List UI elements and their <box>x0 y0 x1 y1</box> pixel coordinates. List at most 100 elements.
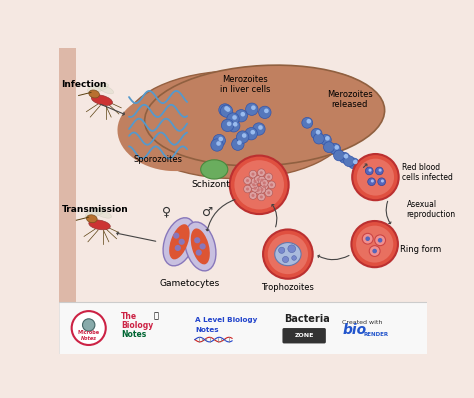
Circle shape <box>244 185 251 193</box>
Circle shape <box>246 179 249 182</box>
Circle shape <box>348 158 359 169</box>
Text: 🧬: 🧬 <box>154 312 159 321</box>
Circle shape <box>381 181 385 186</box>
Circle shape <box>365 236 370 241</box>
Circle shape <box>270 183 273 186</box>
Circle shape <box>302 117 313 128</box>
Circle shape <box>362 167 367 172</box>
Circle shape <box>330 144 341 154</box>
Circle shape <box>250 130 255 135</box>
Circle shape <box>258 185 266 193</box>
Circle shape <box>320 135 331 145</box>
Circle shape <box>311 129 322 139</box>
Circle shape <box>260 183 268 191</box>
Circle shape <box>373 249 377 254</box>
Circle shape <box>196 250 202 256</box>
Circle shape <box>344 154 348 158</box>
Text: Asexual
reproduction: Asexual reproduction <box>406 200 456 219</box>
Circle shape <box>221 119 234 131</box>
Ellipse shape <box>89 220 110 230</box>
Circle shape <box>381 179 384 183</box>
Text: ♀: ♀ <box>162 206 171 219</box>
Circle shape <box>369 246 380 256</box>
Circle shape <box>365 167 373 175</box>
Text: Notes: Notes <box>121 330 146 339</box>
Circle shape <box>325 136 330 140</box>
Circle shape <box>228 120 240 132</box>
Circle shape <box>194 237 201 243</box>
Circle shape <box>374 235 385 246</box>
Circle shape <box>249 170 257 178</box>
Circle shape <box>372 173 376 178</box>
Ellipse shape <box>91 95 112 105</box>
Ellipse shape <box>86 215 97 222</box>
Circle shape <box>362 233 373 244</box>
Circle shape <box>279 247 285 254</box>
Ellipse shape <box>125 71 350 179</box>
Circle shape <box>367 171 378 182</box>
Circle shape <box>258 176 266 184</box>
Circle shape <box>334 150 345 161</box>
Ellipse shape <box>163 218 196 266</box>
Circle shape <box>237 131 249 143</box>
Circle shape <box>324 142 334 152</box>
Circle shape <box>251 194 255 197</box>
Circle shape <box>245 128 257 140</box>
Text: Trophozoites: Trophozoites <box>262 283 314 292</box>
Circle shape <box>251 184 259 192</box>
Circle shape <box>339 152 350 163</box>
Circle shape <box>263 230 313 279</box>
Circle shape <box>379 169 382 172</box>
Text: RENDER: RENDER <box>364 332 389 337</box>
Circle shape <box>233 122 237 127</box>
Circle shape <box>254 180 256 183</box>
Text: Infection: Infection <box>62 80 107 89</box>
Text: Transmission: Transmission <box>62 205 128 214</box>
Circle shape <box>352 154 399 200</box>
Circle shape <box>211 139 223 151</box>
Circle shape <box>260 179 268 187</box>
Circle shape <box>235 160 284 209</box>
Circle shape <box>307 119 311 123</box>
Circle shape <box>242 133 246 138</box>
Ellipse shape <box>98 85 114 94</box>
Circle shape <box>265 189 273 197</box>
Circle shape <box>260 188 264 191</box>
Circle shape <box>255 186 262 194</box>
Circle shape <box>316 130 320 135</box>
Text: ♂: ♂ <box>202 206 214 219</box>
Circle shape <box>253 123 265 135</box>
Text: Biology: Biology <box>121 321 154 330</box>
Circle shape <box>246 103 258 115</box>
Ellipse shape <box>222 70 376 156</box>
Text: Notes: Notes <box>81 336 97 341</box>
Circle shape <box>288 245 296 253</box>
Circle shape <box>371 179 374 183</box>
Text: Ring form: Ring form <box>400 245 441 254</box>
Circle shape <box>251 105 255 110</box>
Ellipse shape <box>118 94 226 171</box>
Ellipse shape <box>185 222 216 271</box>
Text: Red blood
cells infected: Red blood cells infected <box>402 163 453 182</box>
Circle shape <box>357 166 368 176</box>
Text: Microbe: Microbe <box>78 330 100 335</box>
Circle shape <box>244 177 251 184</box>
Text: A Level Biology: A Level Biology <box>195 317 257 323</box>
Ellipse shape <box>275 242 301 266</box>
Circle shape <box>237 140 242 145</box>
Ellipse shape <box>88 83 109 92</box>
Circle shape <box>72 311 106 345</box>
Text: Created with: Created with <box>342 320 383 325</box>
FancyBboxPatch shape <box>59 302 427 354</box>
Circle shape <box>260 179 264 182</box>
Circle shape <box>283 256 289 263</box>
Circle shape <box>334 145 339 150</box>
Circle shape <box>175 245 181 251</box>
Circle shape <box>232 115 237 120</box>
Circle shape <box>351 221 398 267</box>
Circle shape <box>268 234 308 274</box>
Ellipse shape <box>145 65 384 166</box>
Circle shape <box>230 156 289 214</box>
Ellipse shape <box>169 224 190 259</box>
Circle shape <box>254 187 256 190</box>
